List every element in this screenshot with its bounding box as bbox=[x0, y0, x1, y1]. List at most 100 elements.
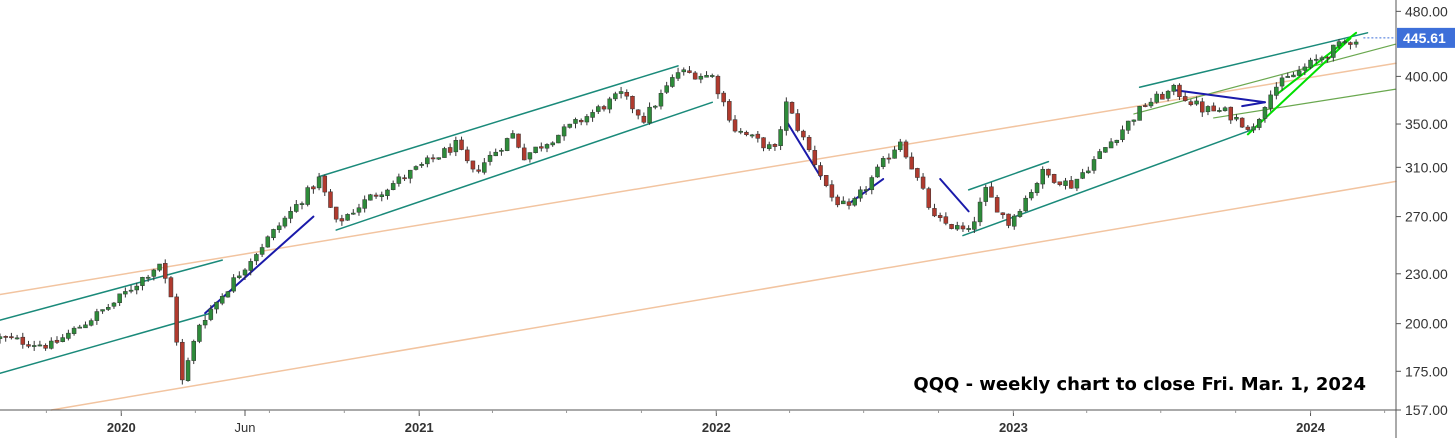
candle-body-down bbox=[1182, 96, 1188, 101]
candle-body-up bbox=[749, 134, 755, 137]
candle-body-up bbox=[453, 140, 459, 153]
candle-body-up bbox=[71, 327, 77, 334]
candle bbox=[937, 212, 943, 222]
candle-body-up bbox=[607, 98, 612, 110]
trendline bbox=[318, 65, 679, 178]
candle bbox=[886, 153, 892, 164]
candle bbox=[368, 193, 373, 201]
candle bbox=[556, 134, 561, 144]
candle bbox=[1011, 214, 1017, 230]
trendline bbox=[1133, 43, 1397, 115]
candle bbox=[795, 109, 800, 133]
candle-body-down bbox=[641, 115, 647, 123]
candle bbox=[1131, 119, 1137, 126]
candle bbox=[544, 143, 550, 153]
candle-body-up bbox=[596, 106, 601, 112]
candle-body-up bbox=[1074, 178, 1080, 189]
candle-body-up bbox=[1313, 58, 1319, 61]
candle-body-down bbox=[459, 139, 464, 150]
candle-body-up bbox=[254, 254, 259, 262]
x-tick-label: 2020 bbox=[107, 420, 136, 435]
candle bbox=[1336, 38, 1342, 50]
x-tick-label: 2022 bbox=[702, 420, 731, 435]
candle bbox=[49, 337, 54, 350]
candle-body-up bbox=[294, 204, 299, 212]
candle bbox=[618, 86, 624, 99]
candle bbox=[624, 89, 630, 100]
candle-body-down bbox=[1057, 181, 1063, 185]
candle bbox=[356, 203, 362, 216]
candle bbox=[596, 104, 601, 114]
candle-body-up bbox=[111, 302, 117, 307]
candle bbox=[738, 128, 743, 135]
candle-body-up bbox=[738, 130, 743, 133]
candle bbox=[1291, 71, 1296, 78]
trendline bbox=[0, 312, 212, 375]
candle-body-up bbox=[869, 177, 875, 191]
candle bbox=[1017, 208, 1023, 218]
candle bbox=[653, 105, 658, 110]
candle bbox=[727, 99, 732, 123]
candle-body-down bbox=[795, 113, 800, 131]
candle-body-down bbox=[732, 119, 738, 132]
candle-body-up bbox=[567, 123, 573, 128]
y-tick-label: 350.00 bbox=[1405, 116, 1448, 132]
candle bbox=[1177, 83, 1182, 101]
candle bbox=[1114, 139, 1120, 146]
candle-body-up bbox=[1040, 169, 1045, 185]
candle bbox=[1194, 96, 1199, 106]
candle bbox=[322, 174, 328, 197]
candle bbox=[1063, 177, 1068, 190]
candle bbox=[447, 143, 453, 156]
trendline bbox=[785, 119, 822, 178]
candle bbox=[219, 293, 225, 306]
candle-body-up bbox=[1291, 74, 1296, 78]
candle-body-down bbox=[20, 336, 26, 345]
candle-body-up bbox=[88, 320, 94, 326]
candle-body-up bbox=[544, 144, 550, 149]
candle bbox=[140, 276, 145, 291]
candle bbox=[550, 141, 555, 147]
candle bbox=[1262, 106, 1268, 123]
candle-body-down bbox=[687, 70, 692, 73]
candle bbox=[721, 90, 726, 107]
candle bbox=[1251, 123, 1256, 134]
candle-body-up bbox=[1063, 180, 1068, 186]
candle bbox=[436, 157, 441, 160]
candle bbox=[801, 129, 806, 141]
candle bbox=[818, 162, 823, 180]
candle bbox=[1211, 102, 1216, 112]
last-price-label: 445.61 bbox=[1403, 30, 1446, 46]
x-tick-label: 2021 bbox=[405, 420, 434, 435]
y-tick-label: 157.00 bbox=[1405, 402, 1448, 418]
candle bbox=[1200, 97, 1205, 117]
candle bbox=[128, 285, 134, 294]
candle bbox=[647, 102, 652, 125]
candle-body-up bbox=[556, 134, 561, 144]
candle-body-down bbox=[1000, 212, 1006, 216]
candle-body-down bbox=[943, 216, 949, 224]
candle-body-up bbox=[1336, 41, 1342, 47]
candle-body-up bbox=[60, 337, 65, 342]
candle-body-down bbox=[1188, 101, 1194, 105]
trendline bbox=[939, 178, 970, 213]
candle-body-up bbox=[1222, 107, 1228, 112]
candle-body-up bbox=[442, 148, 447, 158]
candle-body-down bbox=[715, 75, 721, 95]
candles-layer bbox=[0, 38, 1359, 385]
candle-body-up bbox=[493, 151, 498, 157]
candle-body-up bbox=[134, 285, 140, 291]
candle bbox=[601, 104, 607, 112]
candle bbox=[630, 95, 635, 114]
candle bbox=[955, 221, 960, 231]
candle-body-up bbox=[1114, 139, 1120, 143]
candle-body-down bbox=[162, 263, 168, 279]
trendline bbox=[962, 128, 1255, 237]
candle bbox=[533, 146, 538, 154]
candle bbox=[299, 201, 305, 210]
candle bbox=[311, 185, 316, 194]
candle bbox=[123, 287, 128, 298]
candle-body-down bbox=[960, 225, 966, 230]
